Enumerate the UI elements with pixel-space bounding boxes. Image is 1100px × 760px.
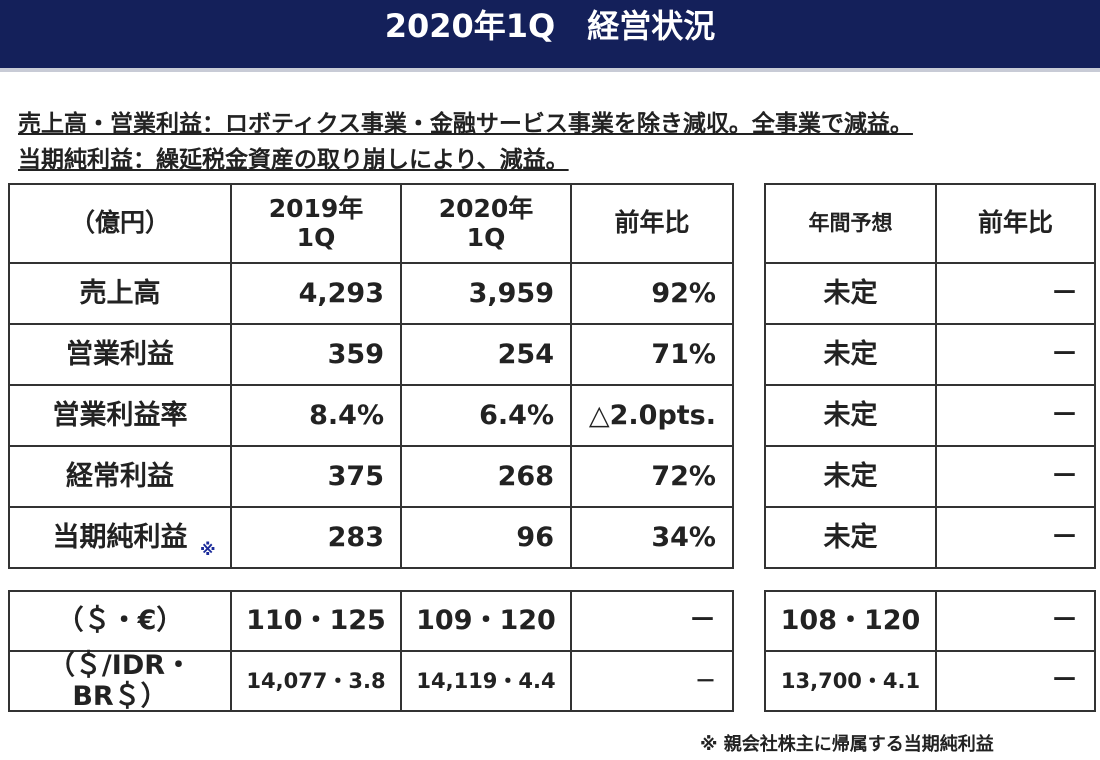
value-cell: － bbox=[935, 323, 1096, 386]
value-cell: 375 bbox=[230, 445, 402, 508]
value-cell: － bbox=[935, 506, 1096, 569]
row-label: 売上高 bbox=[8, 262, 232, 325]
row-label: 経常利益 bbox=[8, 445, 232, 508]
value-cell: 未定 bbox=[764, 262, 937, 325]
value-cell: 359 bbox=[230, 323, 402, 386]
value-cell: 未定 bbox=[764, 506, 937, 569]
footnote: ※ 親会社株主に帰属する当期純利益 bbox=[700, 734, 994, 755]
column-header: 年間予想 bbox=[764, 183, 937, 264]
value-cell: △2.0pts. bbox=[570, 384, 734, 447]
column-header: 前年比 bbox=[935, 183, 1096, 264]
value-cell: － bbox=[935, 650, 1096, 712]
row-label: （＄・€） bbox=[8, 590, 232, 652]
value-cell: － bbox=[570, 650, 734, 712]
column-header: 前年比 bbox=[570, 183, 734, 264]
value-cell: － bbox=[935, 384, 1096, 447]
value-cell: 3,959 bbox=[400, 262, 572, 325]
value-cell: 109・120 bbox=[400, 590, 572, 652]
summary-line: 当期純利益：繰延税金資産の取り崩しにより、減益。 bbox=[18, 147, 569, 173]
value-cell: － bbox=[935, 445, 1096, 508]
value-cell: 未定 bbox=[764, 323, 937, 386]
value-cell: － bbox=[570, 590, 734, 652]
column-header: 2020年 1Q bbox=[400, 183, 572, 264]
value-cell: 13,700・4.1 bbox=[764, 650, 937, 712]
note-mark: ※ bbox=[200, 540, 216, 559]
value-cell: 6.4% bbox=[400, 384, 572, 447]
value-cell: 71% bbox=[570, 323, 734, 386]
row-label: 当期純利益 bbox=[8, 506, 232, 569]
column-header: 2019年 1Q bbox=[230, 183, 402, 264]
summary-line: 売上高・営業利益：ロボティクス事業・金融サービス事業を除き減収。全事業で減益。 bbox=[18, 111, 913, 137]
value-cell: － bbox=[935, 590, 1096, 652]
value-cell: 254 bbox=[400, 323, 572, 386]
value-cell: 268 bbox=[400, 445, 572, 508]
value-cell: 4,293 bbox=[230, 262, 402, 325]
row-label: （＄/IDR・BR＄） bbox=[8, 650, 232, 712]
value-cell: 未定 bbox=[764, 445, 937, 508]
row-label: 営業利益 bbox=[8, 323, 232, 386]
value-cell: 未定 bbox=[764, 384, 937, 447]
title: 2020年1Q 経営状況 bbox=[384, 7, 716, 45]
column-header: （億円） bbox=[8, 183, 232, 264]
value-cell: 92% bbox=[570, 262, 734, 325]
value-cell: 8.4% bbox=[230, 384, 402, 447]
value-cell: 34% bbox=[570, 506, 734, 569]
value-cell: 14,119・4.4 bbox=[400, 650, 572, 712]
value-cell: 72% bbox=[570, 445, 734, 508]
value-cell: 283 bbox=[230, 506, 402, 569]
value-cell: 14,077・3.8 bbox=[230, 650, 402, 712]
row-label: 営業利益率 bbox=[8, 384, 232, 447]
header-bar bbox=[0, 0, 1100, 72]
value-cell: － bbox=[935, 262, 1096, 325]
value-cell: 108・120 bbox=[764, 590, 937, 652]
value-cell: 96 bbox=[400, 506, 572, 569]
value-cell: 110・125 bbox=[230, 590, 402, 652]
